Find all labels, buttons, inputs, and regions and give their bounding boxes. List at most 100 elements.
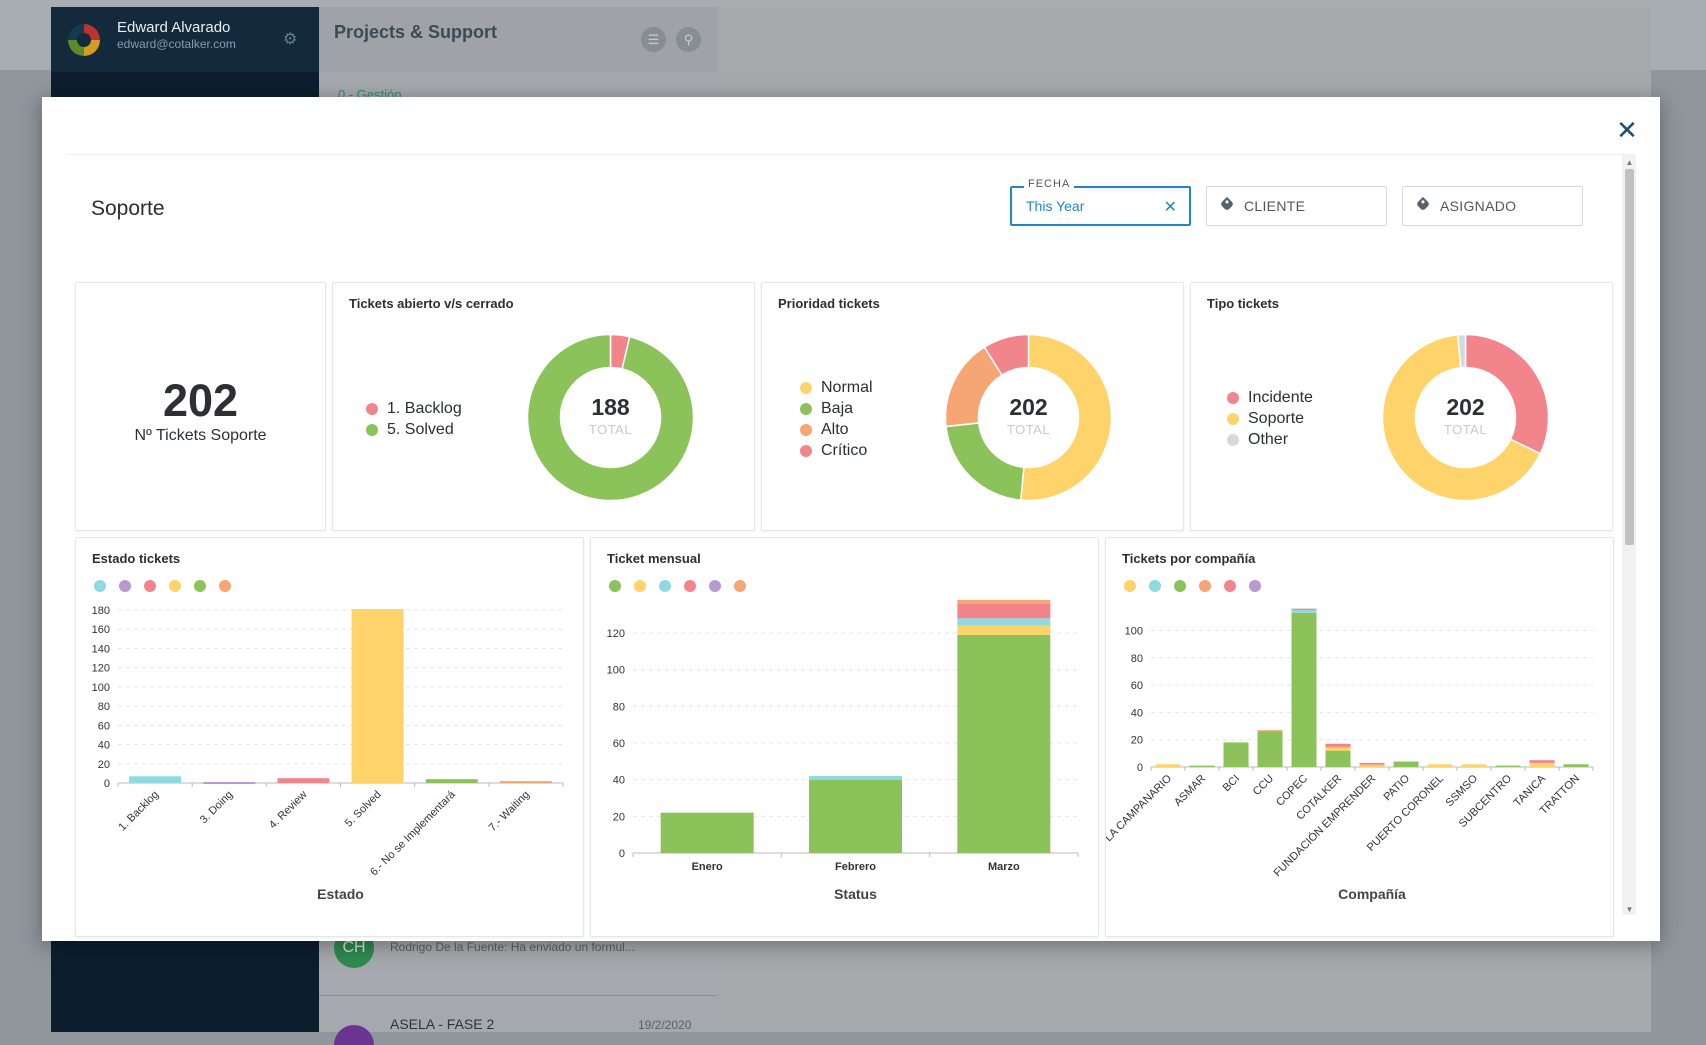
search-icon[interactable]: ⚲ bbox=[676, 27, 701, 52]
bar-segment[interactable] bbox=[1257, 730, 1283, 732]
legend-dot[interactable] bbox=[1224, 580, 1236, 592]
legend-label: Other bbox=[1248, 430, 1289, 448]
bar-segment[interactable] bbox=[1325, 750, 1351, 767]
bar-segment[interactable] bbox=[1529, 762, 1555, 767]
legend-dot[interactable] bbox=[169, 580, 181, 592]
fecha-filter-value: This Year bbox=[1026, 198, 1085, 214]
bar-segment[interactable] bbox=[1427, 764, 1453, 767]
bar-segment[interactable] bbox=[1359, 765, 1385, 767]
clear-icon[interactable]: ✕ bbox=[1163, 199, 1177, 216]
legend-dot[interactable] bbox=[219, 580, 231, 592]
bar[interactable] bbox=[351, 609, 404, 783]
estado-bar-chart: 0 20 40 60 80 100 120 140 160 180 1. Backlog 3. Doi… bbox=[92, 605, 564, 902]
legend-dot[interactable] bbox=[684, 580, 696, 592]
dashboard-modal: ✕ ▲ ▼ Soporte FECHA This Year ✕ CLIENTE … bbox=[42, 97, 1660, 941]
bar[interactable] bbox=[425, 779, 478, 783]
bar-segment[interactable] bbox=[1461, 764, 1487, 767]
legend-dot bbox=[800, 402, 812, 415]
bar-segment[interactable] bbox=[1325, 743, 1351, 747]
bar[interactable] bbox=[499, 781, 552, 784]
list-divider bbox=[319, 995, 717, 996]
bar[interactable] bbox=[203, 782, 256, 785]
legend-dot[interactable] bbox=[634, 580, 646, 592]
bar-segment[interactable] bbox=[1563, 764, 1589, 767]
legend-dot bbox=[800, 444, 812, 457]
filter-list-icon[interactable]: ☰ bbox=[641, 27, 666, 52]
legend-dot[interactable] bbox=[144, 580, 156, 592]
legend-dot[interactable] bbox=[194, 580, 206, 592]
bar-segment[interactable] bbox=[957, 600, 1051, 604]
legend-item[interactable]: 5. Solved bbox=[366, 419, 462, 440]
close-icon[interactable]: ✕ bbox=[1616, 115, 1638, 145]
bar-segment[interactable] bbox=[1291, 610, 1317, 613]
fecha-filter[interactable]: FECHA This Year ✕ bbox=[1010, 178, 1191, 226]
legend-dot[interactable] bbox=[609, 580, 621, 592]
bar-segment[interactable] bbox=[1257, 731, 1283, 767]
bar-segment[interactable] bbox=[957, 634, 1051, 853]
bar[interactable] bbox=[277, 778, 330, 783]
scroll-up-icon[interactable]: ▲ bbox=[1625, 158, 1634, 167]
gear-icon[interactable]: ⚙ bbox=[283, 31, 298, 48]
donut-slice[interactable] bbox=[526, 333, 695, 502]
legend-dot bbox=[366, 423, 378, 436]
legend-item[interactable]: Normal bbox=[800, 377, 873, 398]
asignado-filter[interactable]: ASIGNADO bbox=[1402, 186, 1583, 226]
legend-dot[interactable] bbox=[1199, 580, 1211, 592]
legend-dot[interactable] bbox=[659, 580, 671, 592]
chat-item-title[interactable]: ASELA - FASE 2 bbox=[390, 1016, 495, 1032]
bar-segment[interactable] bbox=[1155, 764, 1181, 767]
scroll-down-icon[interactable]: ▼ bbox=[1625, 905, 1634, 914]
donut-slice[interactable] bbox=[1464, 333, 1550, 455]
bar[interactable] bbox=[129, 776, 182, 783]
legend-dot[interactable] bbox=[709, 580, 721, 592]
chat-preview[interactable]: Rodrigo De la Fuente: Ha enviado un form… bbox=[390, 940, 635, 954]
legend-dot[interactable] bbox=[734, 580, 746, 592]
bar-segment[interactable] bbox=[957, 625, 1051, 635]
bar-segment[interactable] bbox=[1393, 761, 1419, 767]
legend-dot[interactable] bbox=[94, 580, 106, 592]
legend-dot[interactable] bbox=[1149, 580, 1161, 592]
bar-segment[interactable] bbox=[1291, 612, 1317, 767]
bar-segment[interactable] bbox=[1325, 746, 1351, 748]
bar-segment[interactable] bbox=[1495, 765, 1521, 767]
bar-segment[interactable] bbox=[957, 603, 1051, 619]
user-avatar[interactable] bbox=[68, 24, 100, 56]
bar-segment[interactable] bbox=[809, 776, 902, 780]
scrollbar-thumb[interactable] bbox=[1625, 169, 1634, 545]
chart-legend bbox=[609, 580, 759, 592]
donut-slice[interactable] bbox=[1456, 333, 1467, 369]
legend-item[interactable]: Incidente bbox=[1227, 387, 1313, 408]
legend-dot[interactable] bbox=[1124, 580, 1136, 592]
cliente-filter[interactable]: CLIENTE bbox=[1206, 186, 1387, 226]
donut-slice[interactable] bbox=[1381, 334, 1542, 502]
legend-dot[interactable] bbox=[119, 580, 131, 592]
y-tick-label: 60 bbox=[613, 738, 625, 750]
bar-segment[interactable] bbox=[1189, 765, 1215, 767]
bar-segment[interactable] bbox=[1359, 762, 1385, 765]
bar-segment[interactable] bbox=[1325, 747, 1351, 751]
donut-slice[interactable] bbox=[1019, 333, 1113, 502]
donut-total-label: TOTAL bbox=[1006, 422, 1051, 437]
bar-segment[interactable] bbox=[1529, 760, 1555, 763]
type-card: Tipo tickets Incidente Soporte Other 202… bbox=[1190, 282, 1613, 531]
bar-segment[interactable] bbox=[1359, 764, 1385, 766]
user-name: Edward Alvarado bbox=[117, 19, 231, 36]
legend-item[interactable]: 1. Backlog bbox=[366, 398, 462, 419]
mensual-card: Ticket mensual 0 20 40 60 80 100 120 Enero Febre… bbox=[590, 537, 1099, 937]
y-tick-label: 100 bbox=[92, 682, 110, 694]
bar-segment[interactable] bbox=[957, 618, 1051, 626]
bar-segment[interactable] bbox=[1223, 742, 1249, 767]
bar-segment[interactable] bbox=[809, 779, 902, 853]
donut-slice[interactable] bbox=[983, 333, 1030, 377]
bar-segment[interactable] bbox=[660, 812, 754, 853]
bar-segment[interactable] bbox=[1291, 608, 1317, 610]
legend-item[interactable]: Crítico bbox=[800, 440, 873, 461]
legend-item[interactable]: Soporte bbox=[1227, 408, 1313, 429]
legend-item[interactable]: Baja bbox=[800, 398, 873, 419]
y-tick-label: 120 bbox=[607, 628, 625, 640]
legend-item[interactable]: Other bbox=[1227, 429, 1313, 450]
legend-item[interactable]: Alto bbox=[800, 419, 873, 440]
donut-svg bbox=[526, 333, 695, 502]
legend-dot[interactable] bbox=[1249, 580, 1261, 592]
legend-dot[interactable] bbox=[1174, 580, 1186, 592]
